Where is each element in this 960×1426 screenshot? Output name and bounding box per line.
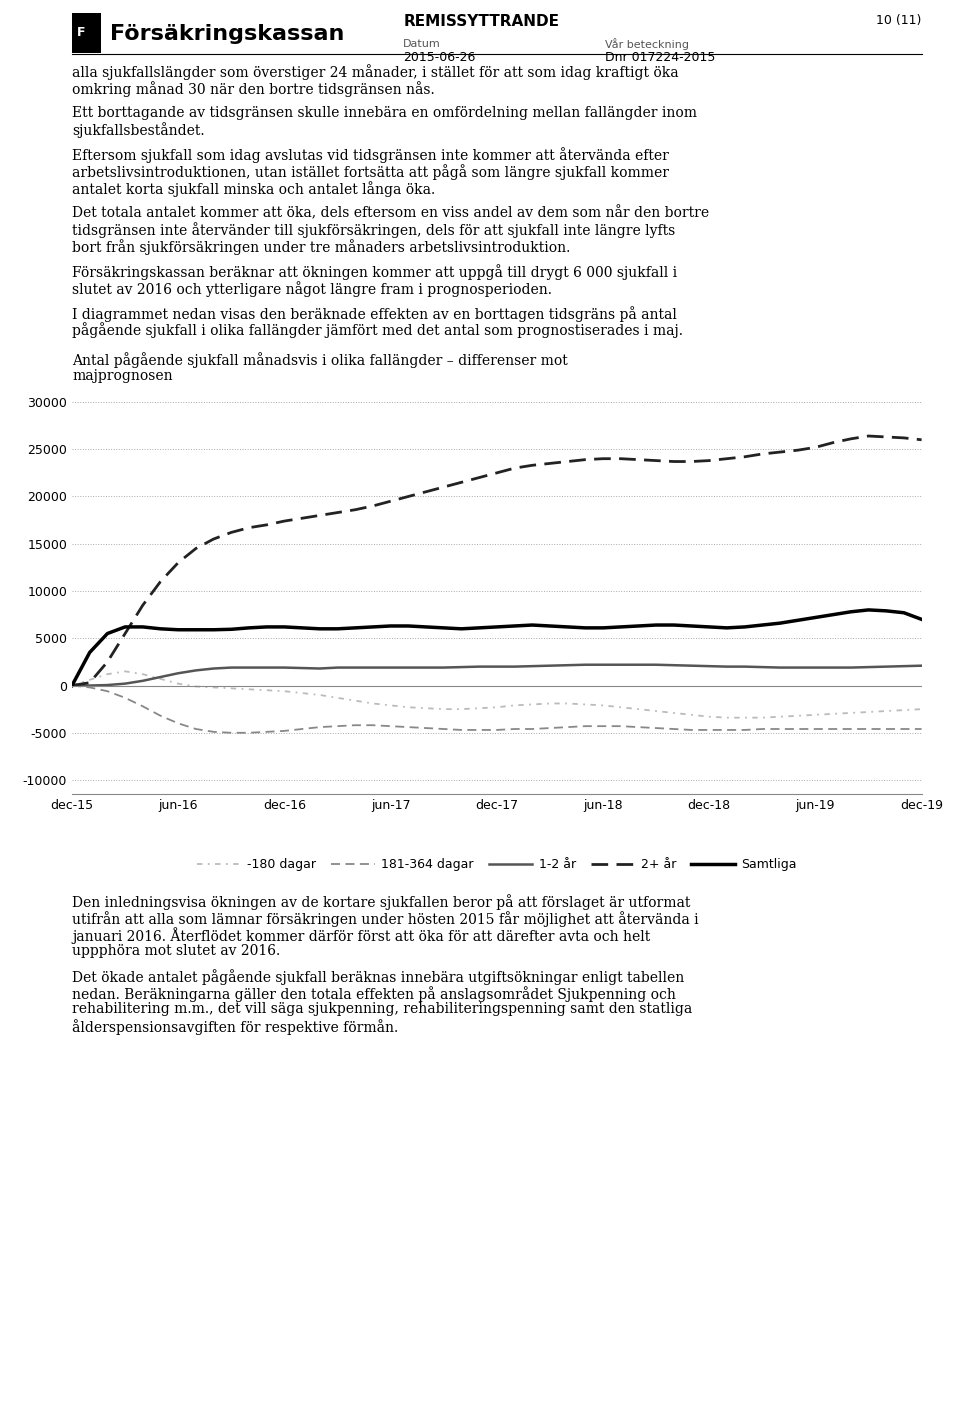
Text: majprognosen: majprognosen — [72, 368, 173, 382]
Text: pågående sjukfall i olika fallängder jämfört med det antal som prognostiserades : pågående sjukfall i olika fallängder jäm… — [72, 322, 683, 338]
Text: utifrån att alla som lämnar försäkringen under hösten 2015 får möjlighet att åte: utifrån att alla som lämnar försäkringen… — [72, 911, 699, 927]
Text: 10 (11): 10 (11) — [876, 14, 922, 27]
Text: Antal pågående sjukfall månadsvis i olika fallängder – differenser mot: Antal pågående sjukfall månadsvis i olik… — [72, 352, 567, 368]
Text: Den inledningsvisa ökningen av de kortare sjukfallen beror på att förslaget är u: Den inledningsvisa ökningen av de kortar… — [72, 894, 690, 910]
Text: Försäkringskassan beräknar att ökningen kommer att uppgå till drygt 6 000 sjukfa: Försäkringskassan beräknar att ökningen … — [72, 264, 677, 279]
Text: tidsgränsen inte återvänder till sjukförsäkringen, dels för att sjukfall inte lä: tidsgränsen inte återvänder till sjukför… — [72, 222, 675, 238]
Text: Ett borttagande av tidsgränsen skulle innebära en omfördelning mellan fallängder: Ett borttagande av tidsgränsen skulle in… — [72, 106, 697, 120]
Legend: -180 dagar, 181-364 dagar, 1-2 år, 2+ år, Samtliga: -180 dagar, 181-364 dagar, 1-2 år, 2+ år… — [192, 853, 802, 877]
Text: antalet korta sjukfall minska och antalet långa öka.: antalet korta sjukfall minska och antale… — [72, 181, 435, 197]
Text: rehabilitering m.m., det vill säga sjukpenning, rehabiliteringspenning samt den : rehabilitering m.m., det vill säga sjukp… — [72, 1002, 692, 1017]
Text: F: F — [77, 26, 84, 40]
Text: Dnr 017224-2015: Dnr 017224-2015 — [605, 51, 715, 64]
Text: Det totala antalet kommer att öka, dels eftersom en viss andel av dem som når de: Det totala antalet kommer att öka, dels … — [72, 205, 709, 221]
Text: sjukfallsbeståndet.: sjukfallsbeståndet. — [72, 123, 204, 138]
Text: Eftersom sjukfall som idag avslutas vid tidsgränsen inte kommer att återvända ef: Eftersom sjukfall som idag avslutas vid … — [72, 147, 669, 164]
Text: Försäkringskassan: Försäkringskassan — [110, 24, 345, 44]
Text: uppphöra mot slutet av 2016.: uppphöra mot slutet av 2016. — [72, 944, 280, 958]
Text: bort från sjukförsäkringen under tre månaders arbetslivsintroduktion.: bort från sjukförsäkringen under tre mån… — [72, 240, 570, 255]
Text: nedan. Beräkningarna gäller den totala effekten på anslagsområdet Sjukpenning oc: nedan. Beräkningarna gäller den totala e… — [72, 985, 676, 1001]
Text: REMISSYTTRANDE: REMISSYTTRANDE — [403, 14, 559, 30]
Text: Det ökade antalet pågående sjukfall beräknas innebära utgiftsökningar enligt tab: Det ökade antalet pågående sjukfall berä… — [72, 970, 684, 985]
Text: arbetslivsintroduktionen, utan istället fortsätta att pågå som längre sjukfall k: arbetslivsintroduktionen, utan istället … — [72, 164, 669, 180]
Text: omkring månad 30 när den bortre tidsgränsen nås.: omkring månad 30 när den bortre tidsgrän… — [72, 81, 435, 97]
Text: 2015-06-26: 2015-06-26 — [403, 51, 475, 64]
Text: januari 2016. Återflödet kommer därför först att öka för att därefter avta och h: januari 2016. Återflödet kommer därför f… — [72, 927, 650, 944]
Text: Datum: Datum — [403, 39, 441, 48]
Text: alla sjukfallslängder som överstiger 24 månader, i stället för att som idag kraf: alla sjukfallslängder som överstiger 24 … — [72, 64, 679, 80]
Text: Vår beteckning: Vår beteckning — [605, 39, 688, 50]
Text: ålderspensionsavgiften för respektive förmån.: ålderspensionsavgiften för respektive fö… — [72, 1020, 398, 1035]
Text: slutet av 2016 och ytterligare något längre fram i prognosperioden.: slutet av 2016 och ytterligare något län… — [72, 281, 552, 297]
Text: I diagrammet nedan visas den beräknade effekten av en borttagen tidsgräns på ant: I diagrammet nedan visas den beräknade e… — [72, 305, 677, 322]
